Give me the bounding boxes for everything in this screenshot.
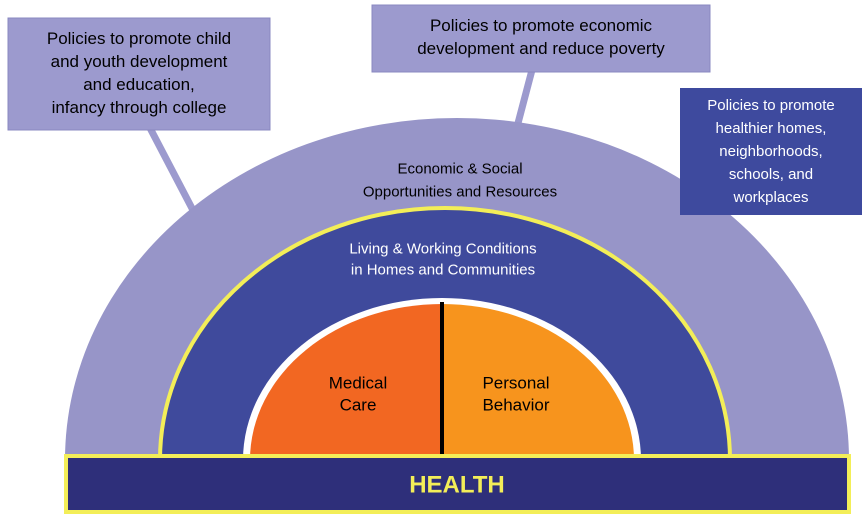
layer-label: Behavior — [482, 395, 549, 414]
layer-label: Care — [340, 395, 377, 414]
layer-label: Economic & Social — [397, 160, 522, 177]
policy-box — [7, 17, 271, 131]
policy-text: and education, — [83, 75, 195, 94]
personal-behavior — [442, 304, 634, 460]
policy-text: neighborhoods, — [719, 143, 822, 160]
policy-text: workplaces — [732, 189, 808, 206]
policy-text: Policies to promote — [707, 97, 835, 114]
medical-care — [250, 304, 442, 460]
layer-label: in Homes and Communities — [351, 261, 535, 278]
layer-label: Opportunities and Resources — [363, 183, 557, 200]
policy-text: infancy through college — [52, 98, 227, 117]
policy-box — [371, 4, 711, 73]
layer-label: Medical — [329, 373, 388, 392]
policy-text: Policies to promote economic — [430, 16, 653, 35]
policy-text: schools, and — [729, 166, 813, 183]
health-bar — [64, 454, 851, 514]
policy-text: healthier homes, — [716, 120, 827, 137]
policy-text: Policies to promote child — [47, 29, 231, 48]
policy-text: and youth development — [51, 52, 228, 71]
policy-text: development and reduce poverty — [417, 39, 665, 58]
layer-label: Living & Working Conditions — [349, 240, 536, 257]
labels: Policies to promote child and youth devel… — [47, 16, 835, 415]
layer-label: Personal — [482, 373, 549, 392]
health-label: HEALTH — [409, 471, 505, 498]
connector — [146, 126, 200, 218]
policy-box — [680, 88, 862, 215]
